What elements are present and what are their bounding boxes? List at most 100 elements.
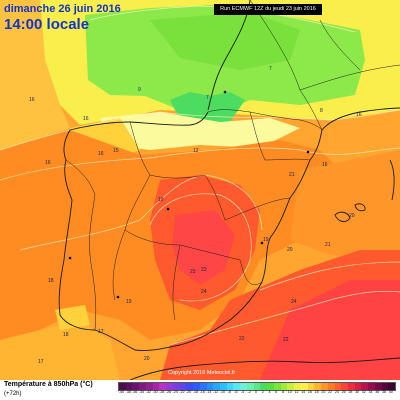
legend-tick-label: 20 <box>321 390 326 394</box>
city-dot-madrid <box>166 207 170 211</box>
color-scale-bar <box>118 382 396 391</box>
field-hottest-southeast <box>260 280 400 380</box>
legend-tick-label: -22 <box>179 390 185 394</box>
legend-swatch <box>327 383 335 390</box>
legend-swatch <box>334 383 342 390</box>
temperature-label-south-west-france: 8 <box>320 108 323 114</box>
legend-swatch <box>132 383 140 390</box>
temperature-label-bay-of-biscay-west: 16 <box>83 116 89 122</box>
temperature-label-algeria-north: 21 <box>325 242 331 248</box>
city-dot-lisbon <box>68 256 72 260</box>
legend-tick-label: -14 <box>206 390 212 394</box>
legend-swatch <box>280 383 288 390</box>
legend-swatch <box>354 383 362 390</box>
legend-swatch <box>321 383 328 390</box>
temperature-label-layer: 16 16 16 16 15 12 7 7 9 8 16 16 19 21 19 20 18 17 17 19 23 23… <box>29 66 362 365</box>
legend-swatch <box>172 383 180 390</box>
temperature-label-portugal-north: 18 <box>48 278 54 284</box>
temperature-label-andalusia: 22 <box>239 336 245 342</box>
legend-tick-label: 18 <box>314 390 319 394</box>
city-dot-seville <box>116 295 120 299</box>
legend-swatch <box>307 383 315 390</box>
legend-tick-label: 16 <box>307 390 312 394</box>
legend-swatch <box>139 383 146 390</box>
legend-swatch <box>300 383 308 390</box>
legend-tick-label: 6 <box>275 390 278 394</box>
legend-swatch <box>294 383 301 390</box>
legend-tick-label: -8 <box>227 390 231 394</box>
legend-tick-label: 38 <box>382 390 386 394</box>
legend-swatch <box>186 383 194 390</box>
legend-tick-label: -4 <box>240 390 245 394</box>
legend-swatch <box>341 383 348 390</box>
legend-tick-label: -28 <box>159 390 165 394</box>
color-scale-ticks: -40 -38 -36 -34 -32 -30 -28 -26 -24 -22 -20 -18 -16-… <box>118 390 394 398</box>
legend-swatch <box>206 383 214 390</box>
temperature-label-extremadura: 19 <box>126 299 132 305</box>
temperature-label-gulf-of-lion: 16 <box>356 112 362 118</box>
legend-tick-label: -6 <box>234 390 238 394</box>
legend-tick-label: -26 <box>165 390 172 394</box>
temperature-label-morocco-north: 18 <box>63 332 69 338</box>
legend-tick-label: 32 <box>361 390 366 394</box>
temperature-label-gibraltar: 20 <box>144 356 150 362</box>
temperature-label-mediterranean-east: 24 <box>291 299 297 305</box>
legend-swatch <box>267 383 274 390</box>
legend-swatch <box>240 383 247 390</box>
legend-swatch <box>152 383 160 390</box>
legend-tick-label: 10 <box>287 390 292 394</box>
temperature-label-algeria-coast: 22 <box>283 337 289 343</box>
field-hottest-core <box>172 210 235 285</box>
legend-tick-label: 40 <box>388 390 393 394</box>
legend-tick-label: 0 <box>255 390 258 394</box>
temperature-map: 16 16 16 16 15 12 7 7 9 8 16 16 19 21 19 20 18 17 17 19 23 23… <box>0 0 400 380</box>
field-yellow-portugal-coast <box>55 305 90 330</box>
temperature-label-cantabria: 15 <box>113 148 119 154</box>
city-dot-barcelona <box>306 150 310 154</box>
legend-swatch <box>199 383 207 390</box>
temperature-label-atlantic-north: 16 <box>29 97 35 103</box>
field-light-southwest <box>0 320 120 380</box>
model-run-info: Run ECMWF 12Z du jeudi 23 juin 2016 <box>214 4 322 15</box>
legend-swatch <box>260 383 268 390</box>
field-pale-yellow-north-spain <box>100 112 300 150</box>
legend-swatch <box>388 383 396 390</box>
field-orange-mediterranean <box>290 150 400 260</box>
legend-swatch <box>368 383 375 390</box>
legend-swatch <box>287 383 295 390</box>
temperature-label-catalonia: 16 <box>322 162 328 168</box>
legend-tick-label: -18 <box>192 390 199 394</box>
copyright-notice: Copyright 2016 Meteociel.fr <box>168 370 236 376</box>
temperature-label-pyrenees: 7 <box>206 95 209 101</box>
legend-tick-label: -24 <box>172 390 178 394</box>
legend-swatch <box>179 383 187 390</box>
temperature-label-portugal-south: 17 <box>98 329 104 335</box>
legend-swatch <box>125 383 133 390</box>
temperature-label-madrid-south: 23 <box>201 267 207 273</box>
legend-tick-label: -10 <box>219 390 225 394</box>
legend-tick-label: 30 <box>355 390 360 394</box>
temperature-label-murcia: 24 <box>201 289 207 295</box>
legend-tick-label: -36 <box>132 390 138 394</box>
legend-tick-label: -38 <box>125 390 131 394</box>
temperature-label-galicia: 16 <box>45 160 51 166</box>
legend-swatch <box>246 383 254 390</box>
legend-tick-label: -30 <box>152 390 158 394</box>
legend-tick-label: 24 <box>334 390 339 394</box>
legend-swatch <box>159 383 167 390</box>
legend-tick-label: 8 <box>281 390 284 394</box>
borders <box>65 0 400 331</box>
legend-swatch <box>273 383 281 390</box>
legend-swatch <box>166 383 173 390</box>
temperature-label-atlantic-south: 17 <box>38 359 44 365</box>
legend-tick-label: -40 <box>118 390 124 394</box>
legend-tick-label: 36 <box>375 390 380 394</box>
legend-tick-label: 28 <box>348 390 353 394</box>
temperature-label-landes: 9 <box>138 87 141 93</box>
legend-tick-label: 4 <box>268 390 271 394</box>
field-light-orange-north <box>0 0 70 150</box>
forecast-time: 14:00 locale <box>4 16 90 33</box>
temperature-label-castile-north: 19 <box>158 197 164 203</box>
legend-tick-label: 34 <box>368 390 373 394</box>
legend-tick-label: 12 <box>294 390 299 394</box>
